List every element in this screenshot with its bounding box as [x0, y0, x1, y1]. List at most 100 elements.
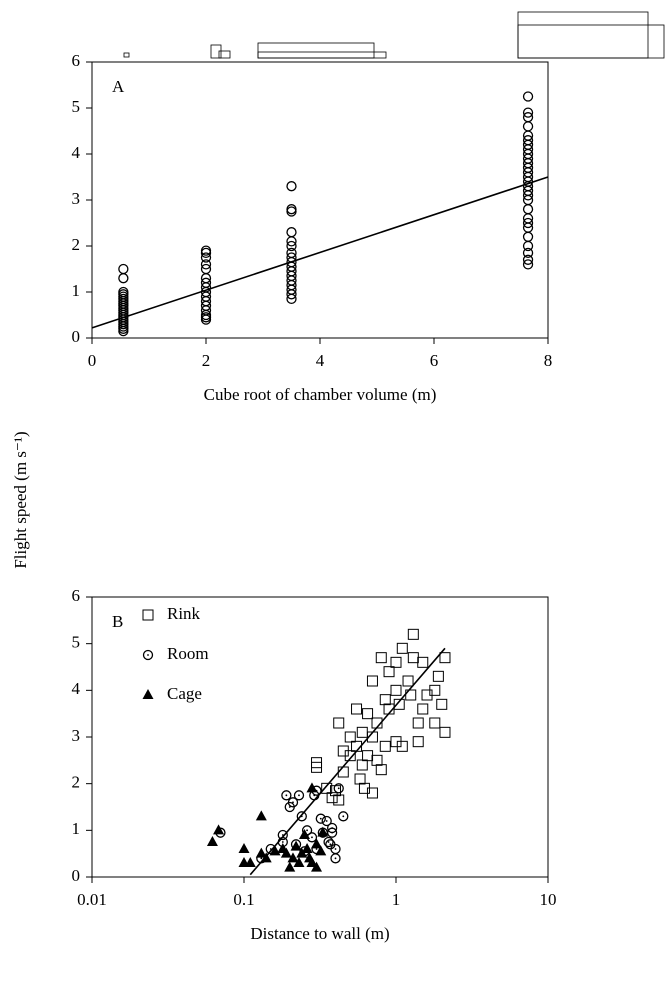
point	[118, 286, 129, 298]
chamber-icon	[257, 51, 387, 59]
y-tick-label: 2	[72, 235, 81, 254]
point	[351, 740, 363, 752]
point	[142, 609, 154, 621]
legend-label: Rink	[167, 604, 201, 623]
point	[260, 852, 272, 863]
point	[429, 717, 441, 729]
point	[287, 797, 299, 808]
y-tick-label: 3	[72, 189, 81, 208]
y-tick-label: 2	[72, 773, 81, 792]
point	[375, 764, 387, 776]
point	[366, 787, 378, 799]
point	[286, 240, 297, 252]
point	[432, 670, 444, 682]
point	[356, 726, 368, 738]
point-dot	[306, 829, 308, 832]
point	[522, 107, 534, 118]
y-tick-label: 5	[72, 633, 81, 652]
y-tick-label: 4	[72, 679, 81, 698]
point	[439, 726, 451, 738]
point-dot	[327, 841, 330, 843]
point-dot	[281, 841, 284, 843]
x-tick-label: 2	[202, 351, 211, 370]
point-dot	[334, 857, 337, 860]
point-dot	[325, 820, 328, 822]
point	[298, 829, 310, 839]
point	[293, 790, 305, 801]
point	[379, 694, 391, 706]
point	[522, 247, 534, 259]
chamber-icon	[123, 52, 130, 58]
point-dot	[285, 794, 288, 797]
point	[311, 761, 323, 773]
point-dot	[319, 817, 322, 820]
x-tick-label: 6	[430, 351, 439, 370]
point	[200, 245, 212, 256]
point	[286, 227, 297, 238]
x-tick-label: 10	[540, 890, 557, 909]
point	[315, 845, 327, 856]
chamber-icon	[257, 42, 375, 59]
point	[436, 698, 448, 710]
point	[356, 759, 368, 771]
point	[366, 731, 378, 743]
point	[200, 252, 212, 263]
point	[213, 824, 225, 835]
point	[402, 675, 414, 687]
point	[333, 794, 345, 806]
point-dot	[337, 787, 340, 790]
point	[317, 826, 329, 837]
point	[379, 740, 391, 752]
y-tick-label: 4	[72, 143, 81, 162]
point	[333, 783, 344, 794]
point	[362, 708, 374, 720]
point	[311, 861, 323, 872]
point	[338, 811, 349, 822]
point	[522, 112, 534, 123]
point	[344, 731, 356, 743]
point	[351, 703, 363, 715]
point	[290, 840, 302, 851]
point	[362, 750, 374, 762]
y-tick-label: 3	[72, 726, 81, 745]
point-dot	[147, 654, 149, 656]
point	[522, 217, 534, 229]
legend-label: Cage	[167, 684, 202, 703]
point	[286, 181, 297, 192]
y-tick-label: 0	[72, 327, 81, 346]
legend-label: Room	[167, 644, 209, 663]
point	[390, 684, 402, 696]
point	[407, 652, 419, 664]
point	[286, 247, 297, 259]
point	[281, 790, 292, 801]
point	[375, 652, 387, 664]
point	[522, 254, 534, 265]
point	[323, 836, 334, 848]
point	[396, 642, 408, 654]
point	[286, 252, 297, 263]
point-dot	[260, 857, 263, 860]
y-tick-label: 1	[72, 819, 81, 838]
point	[412, 736, 424, 748]
y-tick-label: 6	[72, 586, 81, 605]
point	[238, 843, 250, 853]
chamber-icon	[218, 50, 231, 59]
point	[407, 628, 419, 640]
chamber-icon	[517, 11, 649, 59]
point	[277, 829, 288, 841]
point-dot	[311, 836, 313, 839]
x-tick-label: 4	[316, 351, 325, 370]
x-tick-label: 0	[88, 351, 97, 370]
point	[417, 703, 429, 715]
point	[522, 231, 534, 242]
point	[417, 656, 429, 668]
point	[522, 204, 534, 215]
point-dot	[281, 834, 284, 836]
point	[255, 847, 267, 858]
point-dot	[292, 801, 294, 804]
y-tick-label: 6	[72, 51, 81, 70]
point-dot	[269, 848, 272, 850]
point	[321, 815, 332, 827]
point	[326, 792, 338, 804]
